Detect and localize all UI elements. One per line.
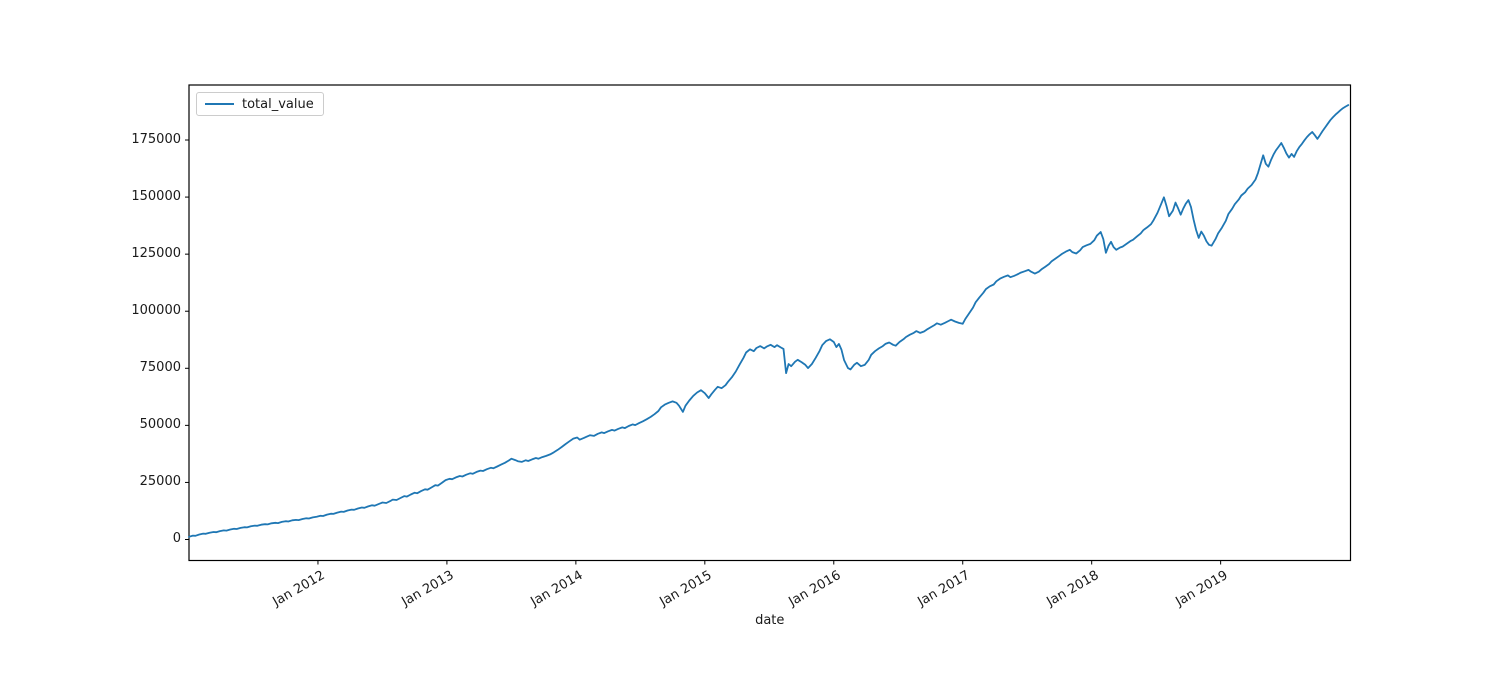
legend-line-swatch — [205, 103, 234, 105]
legend-label: total_value — [242, 96, 314, 112]
legend: total_value — [196, 92, 324, 116]
y-tick-label: 125000 — [131, 246, 181, 262]
y-tick-label: 50000 — [139, 417, 181, 433]
y-tick-label: 175000 — [131, 132, 181, 147]
y-tick-label: 100000 — [131, 303, 181, 319]
y-tick-label: 150000 — [131, 189, 181, 205]
x-axis-title: date — [755, 613, 785, 628]
y-tick-label: 25000 — [139, 474, 181, 490]
y-tick-label: 0 — [172, 531, 181, 547]
y-tick-label: 75000 — [139, 360, 181, 376]
